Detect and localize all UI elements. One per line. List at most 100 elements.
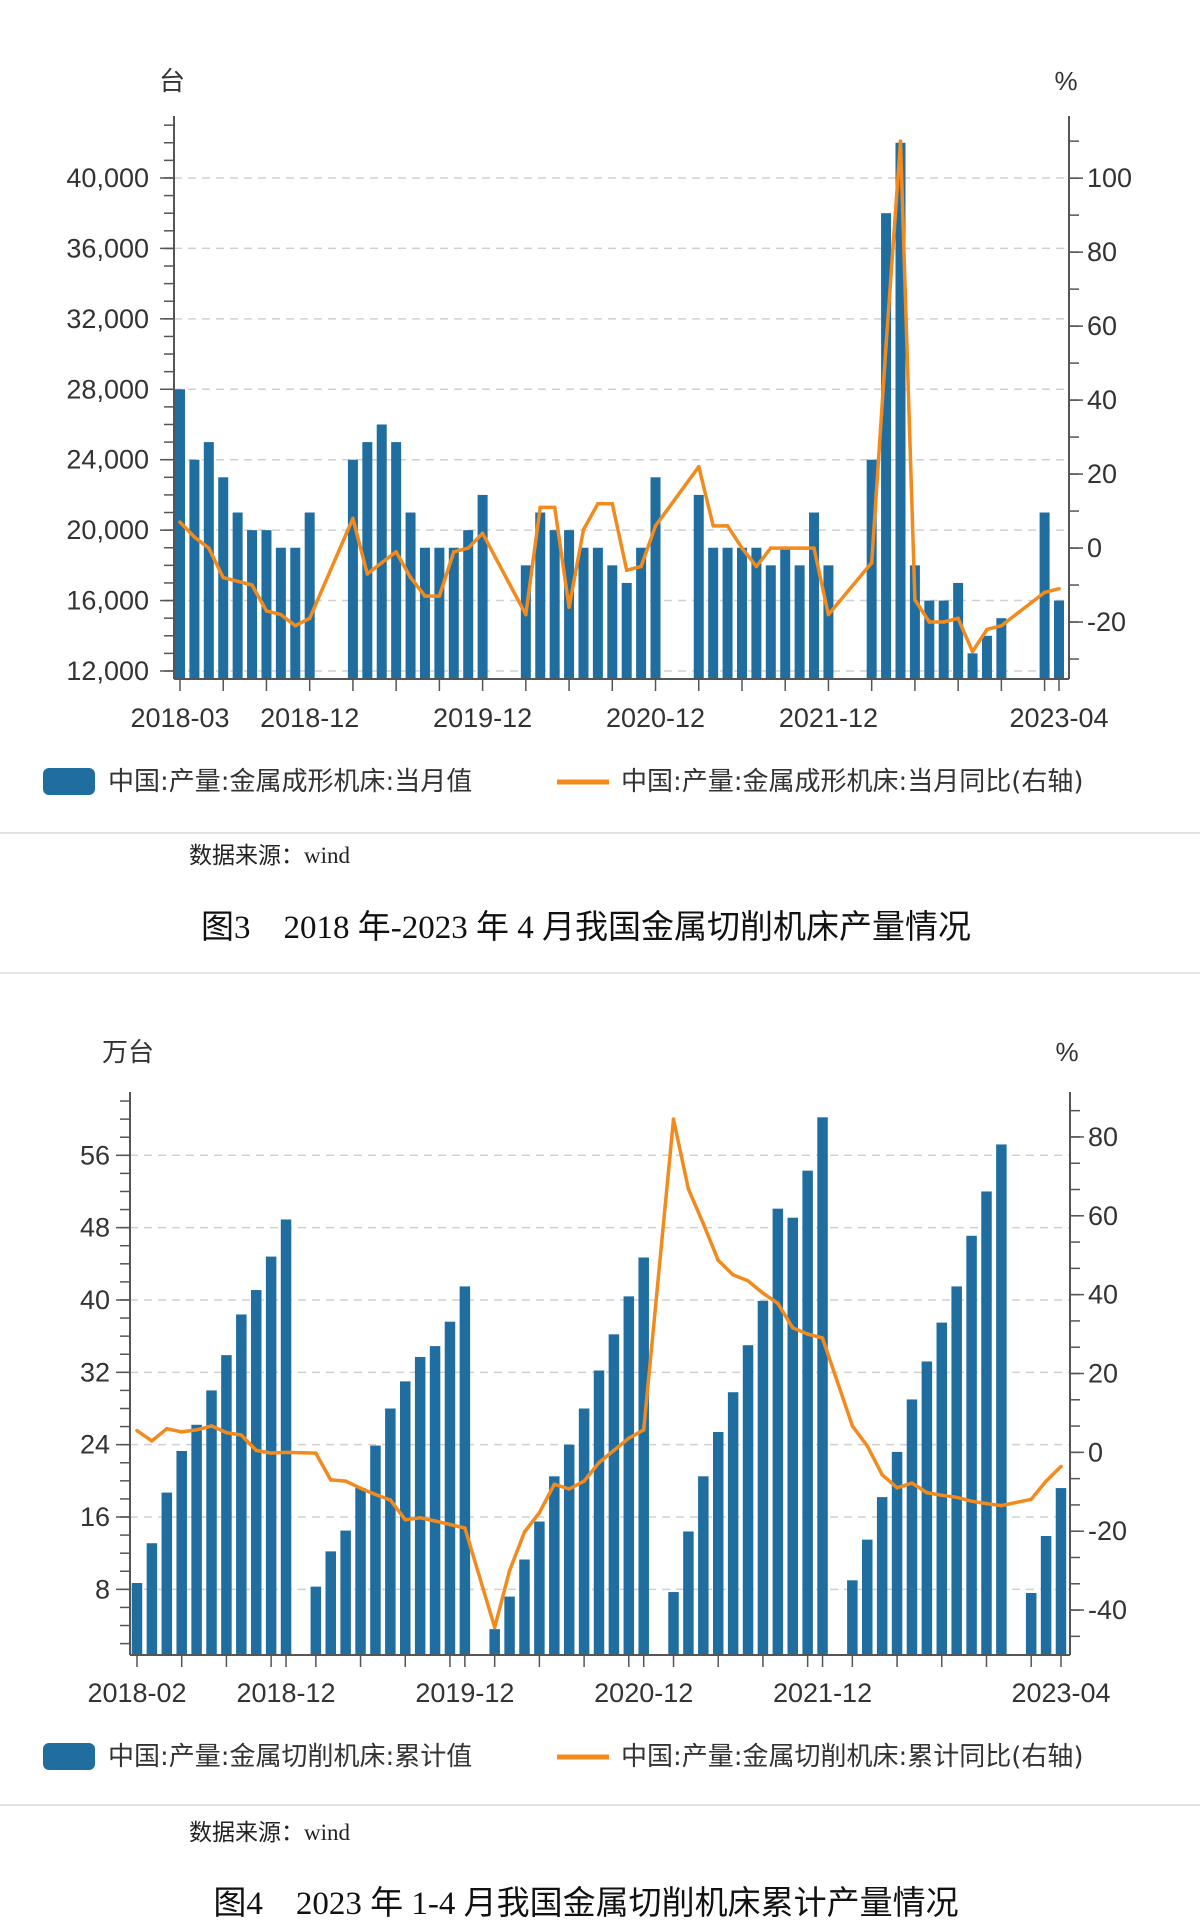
bar	[489, 1629, 500, 1655]
line-point	[671, 1117, 676, 1122]
bar	[535, 512, 546, 679]
x-tick-label: 2020-12	[606, 703, 705, 733]
bar	[280, 1219, 292, 1655]
bar	[191, 1424, 202, 1655]
line-point	[451, 549, 456, 554]
line-point	[725, 524, 730, 528]
bar	[175, 389, 185, 679]
bar	[176, 1450, 187, 1655]
bar	[909, 565, 920, 679]
bar	[592, 547, 603, 679]
legend-bar-label: 中国:产量:金属成形机床:当月值	[108, 767, 472, 797]
bar	[347, 459, 358, 679]
line-point	[969, 1499, 974, 1504]
bar	[862, 1539, 873, 1655]
bar	[683, 1531, 694, 1655]
right-tick-label: 80	[1087, 237, 1117, 267]
bar	[434, 547, 445, 679]
line-point	[379, 561, 384, 565]
right-tick-label: -20	[1087, 607, 1126, 637]
left-tick-label: 24	[80, 1430, 110, 1460]
right-tick-label: 40	[1088, 1280, 1118, 1310]
line-point	[639, 564, 643, 569]
bar	[429, 1346, 441, 1655]
bar	[236, 1314, 247, 1655]
bar	[459, 1286, 471, 1655]
x-tick-label: 2018-03	[130, 703, 229, 733]
line-point	[537, 1510, 542, 1515]
line-point	[552, 1482, 557, 1487]
bar	[1025, 1592, 1037, 1655]
left-tick-label: 48	[80, 1213, 110, 1243]
chart-figure-4: 万台 % 8 16 24 32 40 48 56 -40 -20 0 20 40 60 80 2018-02…	[0, 1037, 1200, 1922]
bar	[247, 530, 258, 679]
left-tick-label: 32	[80, 1357, 110, 1387]
bar	[1040, 1535, 1052, 1655]
bar	[161, 1492, 173, 1655]
right-axis-unit: %	[1054, 66, 1077, 96]
line-point	[970, 649, 975, 654]
line-point	[999, 623, 1004, 628]
line-point	[269, 1451, 273, 1455]
line-point	[194, 1428, 199, 1432]
legend-bar-swatch	[43, 768, 95, 795]
right-tick-label: 0	[1087, 533, 1102, 563]
x-tick-label: 2021-12	[773, 1678, 872, 1708]
line-point	[597, 1460, 601, 1465]
bar	[751, 547, 762, 679]
line-point	[314, 1451, 318, 1455]
chart-figure-3: 台 % 12,000 16,000 20,000 24,000 28,000 32,000…	[0, 66, 1200, 974]
line-point	[192, 535, 197, 539]
line-point	[1042, 590, 1047, 595]
line-point	[805, 1332, 810, 1336]
bar	[608, 1334, 620, 1655]
bar	[668, 1592, 679, 1655]
line-point	[522, 1530, 527, 1534]
line-point	[567, 605, 571, 610]
bar	[757, 1300, 769, 1655]
line-point	[463, 1526, 467, 1530]
line-point	[437, 594, 442, 598]
line-point	[209, 1424, 214, 1428]
line-point	[624, 568, 629, 573]
line-point	[910, 1481, 914, 1485]
yoy-line	[136, 1117, 1063, 1630]
x-tick-label: 2018-12	[236, 1678, 335, 1708]
bar	[621, 582, 632, 679]
line-point	[941, 620, 946, 624]
line-point	[596, 501, 600, 506]
line-point	[653, 524, 658, 528]
line-point	[939, 1493, 944, 1498]
bar	[938, 600, 949, 679]
line-point	[869, 561, 874, 565]
bar	[881, 213, 892, 680]
line-point	[898, 139, 903, 143]
bar	[578, 1408, 590, 1655]
bar	[802, 1170, 813, 1655]
left-tick-label: 36,000	[66, 233, 149, 263]
right-tick-label: 40	[1087, 385, 1117, 415]
bar	[355, 1488, 366, 1655]
x-tick-label: 2019-12	[433, 703, 532, 733]
line-point	[1044, 1479, 1048, 1483]
line-point	[373, 1492, 378, 1497]
x-tick-label: 2018-02	[87, 1678, 186, 1708]
line-point	[235, 579, 240, 584]
line-point	[403, 1517, 408, 1522]
bar	[448, 547, 459, 679]
bar	[638, 1257, 649, 1655]
bar	[189, 459, 200, 679]
line-point	[365, 572, 370, 576]
bar	[951, 1286, 962, 1655]
bar	[809, 512, 820, 679]
line-point	[239, 1433, 244, 1437]
bar	[727, 1392, 739, 1655]
bar	[391, 442, 402, 679]
bar	[736, 547, 747, 679]
bar	[477, 494, 488, 679]
line-point	[394, 549, 398, 554]
line-point	[552, 505, 557, 510]
bar	[549, 530, 560, 679]
x-tick-label: 2020-12	[594, 1678, 693, 1708]
